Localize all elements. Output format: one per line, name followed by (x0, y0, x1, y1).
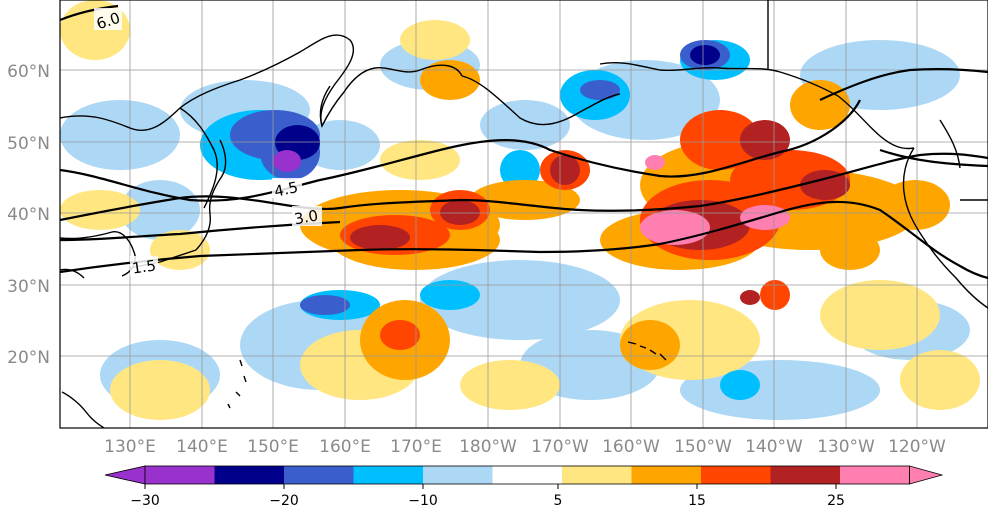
anomaly-region (900, 350, 980, 410)
colorbar-segment (353, 466, 424, 484)
anomaly-region (60, 190, 140, 230)
anomaly-region (820, 230, 880, 270)
anomaly-region (420, 280, 480, 310)
lat-label-60n: 60°N (7, 62, 50, 82)
lon-label-170e: 170°E (390, 437, 442, 457)
anomaly-region (820, 280, 940, 350)
colorbar-segment (701, 466, 771, 484)
anomaly-region (460, 360, 560, 410)
anomaly-region (380, 140, 460, 180)
anomaly-region (380, 320, 420, 350)
anomaly-region (440, 200, 480, 225)
colorbar-segment (145, 466, 215, 484)
colorbar-segment (214, 466, 285, 484)
colorbar-extend-min (104, 465, 146, 485)
anomaly-region (273, 150, 301, 172)
lon-label-150e: 150°E (247, 437, 299, 457)
anomaly-region (420, 260, 620, 340)
anomaly-region (645, 155, 665, 170)
anomaly-region (470, 180, 580, 220)
anomaly-region (720, 370, 760, 400)
colorbar-tick-minus-20: −20 (269, 493, 299, 509)
anomaly-region (300, 295, 350, 315)
anomaly-region (350, 225, 410, 250)
colorbar: −30 −20 −10 5 15 25 (104, 465, 944, 509)
map-frame (59, 0, 988, 429)
colorbar-segment (562, 466, 632, 484)
lat-label-40n: 40°N (7, 205, 50, 225)
map-area: 6.0 4.5 3.0 1.5 (60, 0, 988, 428)
colorbar-segment (492, 466, 563, 484)
colorbar-segment (840, 466, 910, 484)
colorbar-extend-max (909, 465, 944, 485)
lon-label-130e: 130°E (104, 437, 156, 457)
longitude-labels: 130°E 140°E 150°E 160°E 170°E 180°W 170°… (104, 437, 946, 457)
lon-label-130w: 130°W (817, 437, 875, 457)
contour-labels: 6.0 4.5 3.0 1.5 (94, 8, 322, 278)
lon-label-140e: 140°E (176, 437, 228, 457)
anomaly-region (480, 100, 570, 150)
anomaly-region (690, 45, 720, 65)
anomaly-region (740, 290, 760, 305)
lat-label-30n: 30°N (7, 277, 50, 297)
colorbar-tick-5: 5 (554, 493, 563, 509)
anomaly-region (740, 120, 790, 160)
lon-label-150w: 150°W (674, 437, 732, 457)
colorbar-ticks (144, 484, 837, 489)
colorbar-segment (631, 466, 702, 484)
lat-label-20n: 20°N (7, 348, 50, 368)
lon-label-120w: 120°W (888, 437, 946, 457)
anomaly-region (110, 360, 210, 420)
lon-label-160w: 160°W (602, 437, 660, 457)
lon-label-140w: 140°W (745, 437, 803, 457)
anomaly-region (500, 150, 540, 190)
lon-label-160e: 160°E (319, 437, 371, 457)
colorbar-segments (104, 465, 944, 485)
anomaly-region (400, 20, 470, 60)
anomaly-region (760, 280, 790, 310)
contour-label-4-5: 4.5 (273, 178, 300, 201)
anomaly-region (550, 155, 580, 185)
colorbar-segment (770, 466, 841, 484)
contour-label-1-5: 1.5 (131, 256, 157, 277)
contour-label-3-0: 3.0 (293, 206, 320, 228)
colorbar-frame (144, 465, 910, 485)
latitude-labels: 60°N 50°N 40°N 30°N 20°N (7, 62, 50, 368)
colorbar-tick-minus-30: −30 (130, 493, 160, 509)
lat-label-50n: 50°N (7, 134, 50, 154)
colorbar-segment (423, 466, 493, 484)
anomaly-region (800, 170, 850, 200)
anomaly-region (620, 320, 680, 370)
anomaly-region (680, 110, 760, 170)
anomaly-region (580, 80, 620, 100)
colorbar-segment (284, 466, 354, 484)
anomaly-shading (60, 0, 980, 420)
anomaly-region (120, 180, 200, 240)
colorbar-tick-15: 15 (688, 493, 706, 509)
colorbar-tick-25: 25 (827, 493, 845, 509)
lon-label-170w: 170°W (531, 437, 589, 457)
anomaly-region (300, 120, 380, 170)
colorbar-tick-minus-10: −10 (408, 493, 438, 509)
anomaly-region (60, 100, 180, 170)
lon-label-180w: 180°W (459, 437, 517, 457)
anomaly-region (880, 180, 950, 230)
